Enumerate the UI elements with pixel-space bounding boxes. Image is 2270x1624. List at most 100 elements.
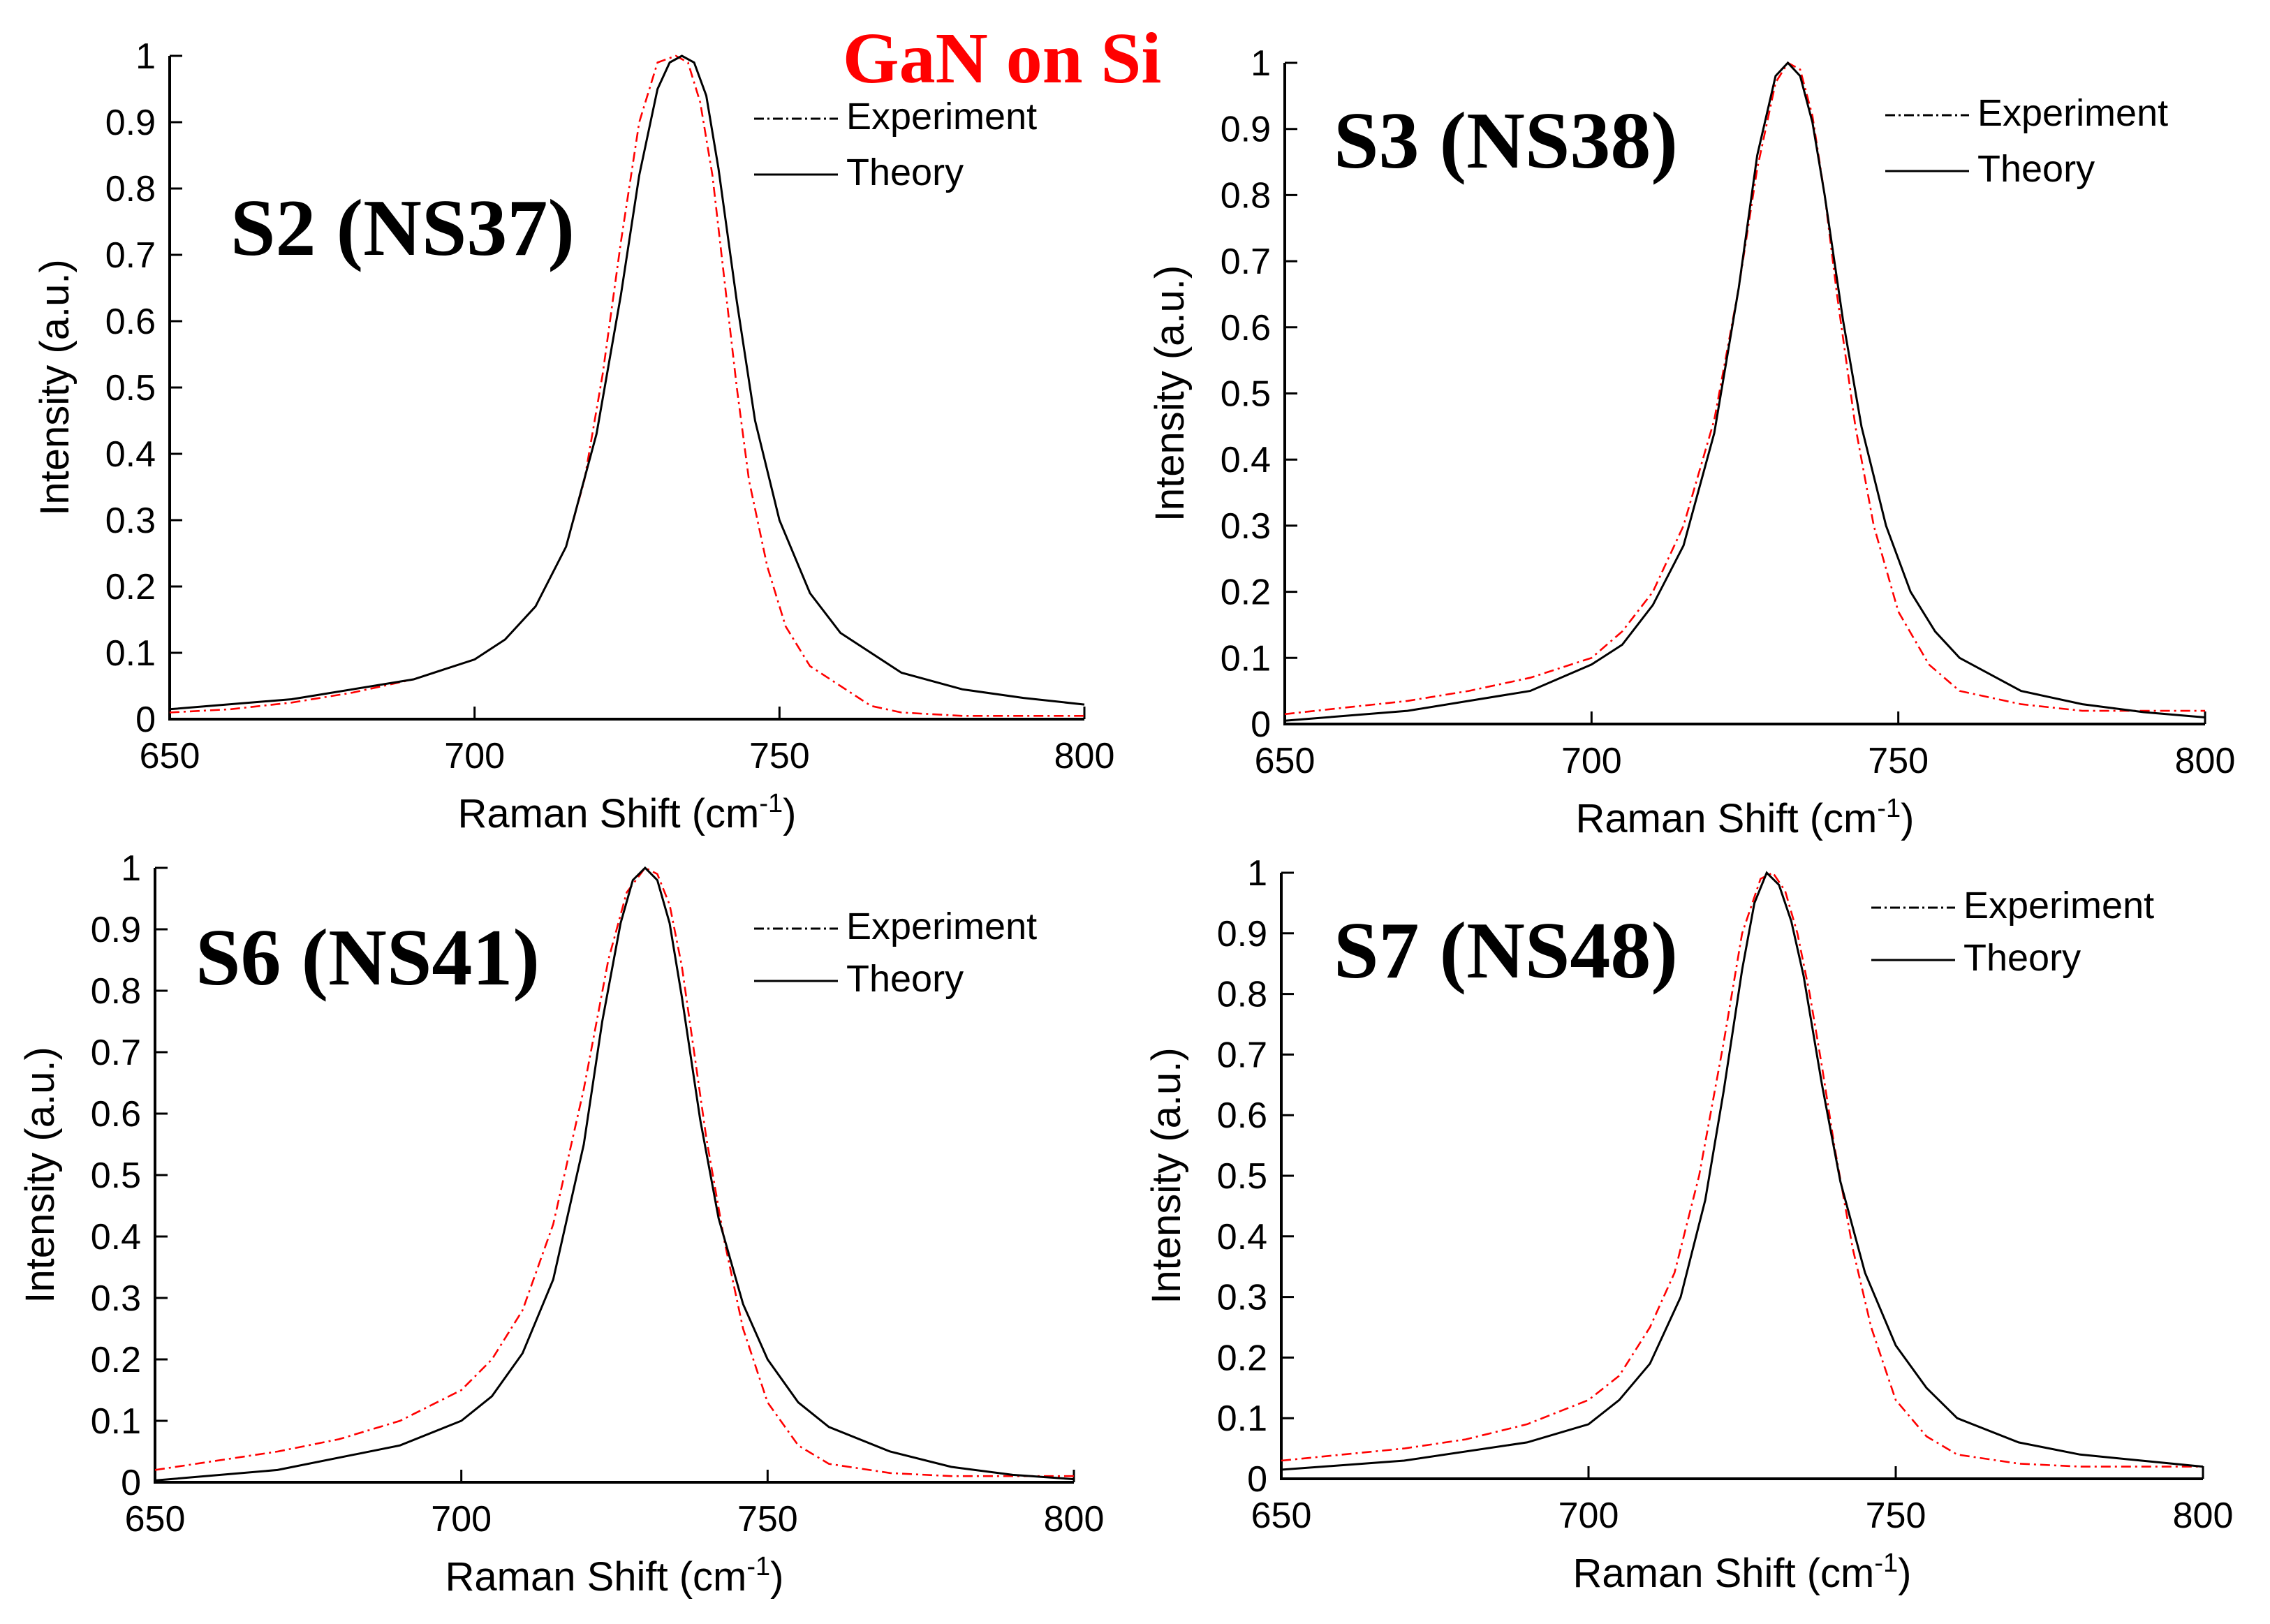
x-tick-label: 700 — [1558, 1496, 1619, 1536]
y-tick-label: 0.5 — [1221, 374, 1271, 415]
y-tick-label: 0.4 — [105, 434, 156, 475]
x-axis-label-text: Raman Shift (cm — [457, 791, 759, 836]
x-tick-label: 700 — [431, 1499, 492, 1540]
x-axis-label-text: Raman Shift (cm — [445, 1554, 746, 1600]
x-axis-label-superscript: -1 — [1874, 1549, 1898, 1578]
x-tick-label: 750 — [737, 1499, 798, 1540]
legend-label-theory: Theory — [846, 958, 964, 1000]
y-tick-label: 0.4 — [1217, 1217, 1267, 1257]
x-axis-label-text: Raman Shift (cm — [1572, 1551, 1874, 1596]
x-tick-label: 650 — [140, 736, 200, 776]
y-tick-label: 0.6 — [91, 1094, 141, 1135]
y-tick-label: 0 — [1247, 1459, 1267, 1500]
x-tick-label: 750 — [1868, 741, 1929, 781]
theory-line — [154, 866, 1075, 1482]
x-tick-label: 750 — [1866, 1496, 1926, 1536]
theory-line — [1281, 871, 2204, 1471]
theory-line — [1284, 61, 2206, 722]
x-tick-label: 800 — [2175, 741, 2236, 781]
y-tick-label: 0.4 — [91, 1217, 141, 1257]
x-axis-label-close: ) — [783, 791, 796, 836]
x-tick-label: 650 — [1255, 741, 1315, 781]
y-tick-label: 0.2 — [1221, 573, 1271, 613]
y-tick-label: 0.1 — [105, 633, 156, 674]
y-tick-label: 0.8 — [1221, 175, 1271, 216]
y-tick-label: 0.9 — [1221, 110, 1271, 150]
x-axis-label: Raman Shift (cm-1) — [1572, 1549, 1911, 1596]
experiment-line — [154, 866, 1074, 1477]
y-tick-label: 0.8 — [91, 971, 141, 1012]
y-tick-label: 0.1 — [1217, 1398, 1267, 1439]
chart-panel: 0 0.1 0.2 0.3 0.4 0.5 0.6 0.7 0.8 0.9 1 650 700 750 80… — [17, 848, 1104, 1600]
y-tick-label: 0 — [121, 1463, 141, 1503]
panel-title: S7 (NS48) — [1334, 906, 1678, 996]
y-tick-label: 1 — [1251, 43, 1271, 84]
x-axis-label: Raman Shift (cm-1) — [1575, 794, 1914, 841]
y-tick-label: 0.9 — [1217, 914, 1267, 954]
x-tick-label: 800 — [2173, 1496, 2234, 1536]
y-tick-label: 0.9 — [105, 103, 156, 143]
y-tick-label: 0.8 — [105, 169, 156, 209]
x-axis-label-text: Raman Shift (cm — [1575, 796, 1877, 841]
y-tick-label: 0 — [1251, 704, 1271, 745]
legend-label-experiment: Experiment — [1977, 92, 2168, 134]
y-tick-label: 0.1 — [91, 1401, 141, 1442]
y-tick-label: 0.3 — [1221, 506, 1271, 547]
y-tick-label: 0.7 — [1217, 1035, 1267, 1075]
y-tick-label: 0.2 — [1217, 1338, 1267, 1378]
x-tick-label: 650 — [1251, 1496, 1312, 1536]
experiment-line — [1281, 871, 2203, 1468]
x-tick-label: 800 — [1044, 1499, 1105, 1540]
x-axis-label-close: ) — [1898, 1551, 1911, 1596]
x-tick-label: 700 — [1561, 741, 1622, 781]
experiment-line — [169, 54, 1084, 717]
y-tick-label: 0.1 — [1221, 638, 1271, 679]
y-tick-label: 0.5 — [91, 1156, 141, 1196]
y-tick-label: 1 — [1247, 853, 1267, 894]
legend-label-experiment: Experiment — [846, 906, 1037, 947]
y-tick-label: 0.7 — [105, 235, 156, 276]
legend-label-theory: Theory — [846, 152, 964, 193]
x-tick-label: 800 — [1054, 736, 1115, 776]
panel-title: S2 (NS37) — [230, 184, 575, 273]
x-axis-label-close: ) — [770, 1554, 783, 1600]
y-tick-label: 0.6 — [1217, 1095, 1267, 1136]
legend-label-theory: Theory — [1963, 937, 2081, 979]
legend-label-experiment: Experiment — [846, 96, 1037, 138]
y-tick-label: 0.6 — [105, 302, 156, 342]
chart-panel: 0 0.1 0.2 0.3 0.4 0.5 0.6 0.7 0.8 0.9 1 650 700 750 80… — [1147, 43, 2235, 841]
y-axis-label: Intensity (a.u.) — [1144, 1047, 1189, 1304]
y-axis-label: Intensity (a.u.) — [17, 1047, 63, 1303]
x-axis-label-superscript: -1 — [746, 1552, 770, 1581]
y-tick-label: 1 — [121, 848, 141, 889]
chart-panel: 0 0.1 0.2 0.3 0.4 0.5 0.6 0.7 0.8 0.9 1 650 700 750 80… — [1144, 853, 2233, 1596]
panel-title: S6 (NS41) — [196, 913, 540, 1003]
y-axis-label: Intensity (a.u.) — [32, 259, 78, 515]
chart-panel: 0 0.1 0.2 0.3 0.4 0.5 0.6 0.7 0.8 0.9 1 650 700 750 80… — [32, 36, 1114, 836]
x-tick-label: 750 — [749, 736, 810, 776]
chart-panels: 0 0.1 0.2 0.3 0.4 0.5 0.6 0.7 0.8 0.9 1 650 700 750 80… — [17, 36, 2235, 1600]
y-axis-label: Intensity (a.u.) — [1147, 265, 1193, 522]
y-tick-label: 1 — [135, 36, 156, 77]
y-tick-label: 0.7 — [91, 1033, 141, 1073]
legend-label-experiment: Experiment — [1963, 885, 2154, 927]
y-tick-label: 0.7 — [1221, 242, 1271, 282]
y-tick-label: 0.3 — [91, 1278, 141, 1319]
y-tick-label: 0.4 — [1221, 440, 1271, 480]
x-axis-label-close: ) — [1901, 796, 1914, 841]
x-tick-label: 700 — [444, 736, 505, 776]
y-tick-label: 0.2 — [91, 1340, 141, 1380]
x-axis-label: Raman Shift (cm-1) — [457, 789, 796, 836]
x-tick-label: 650 — [125, 1499, 186, 1540]
y-tick-label: 0.2 — [105, 567, 156, 607]
panel-title: S3 (NS38) — [1334, 96, 1678, 186]
figure-title: GaN on Si — [843, 18, 1162, 98]
y-tick-label: 0.3 — [1217, 1278, 1267, 1318]
y-tick-label: 0.9 — [91, 910, 141, 950]
theory-line — [169, 54, 1085, 711]
x-axis-label-superscript: -1 — [1877, 794, 1901, 823]
x-axis-label: Raman Shift (cm-1) — [445, 1552, 783, 1600]
y-tick-label: 0.5 — [105, 368, 156, 408]
y-tick-label: 0.6 — [1221, 308, 1271, 348]
